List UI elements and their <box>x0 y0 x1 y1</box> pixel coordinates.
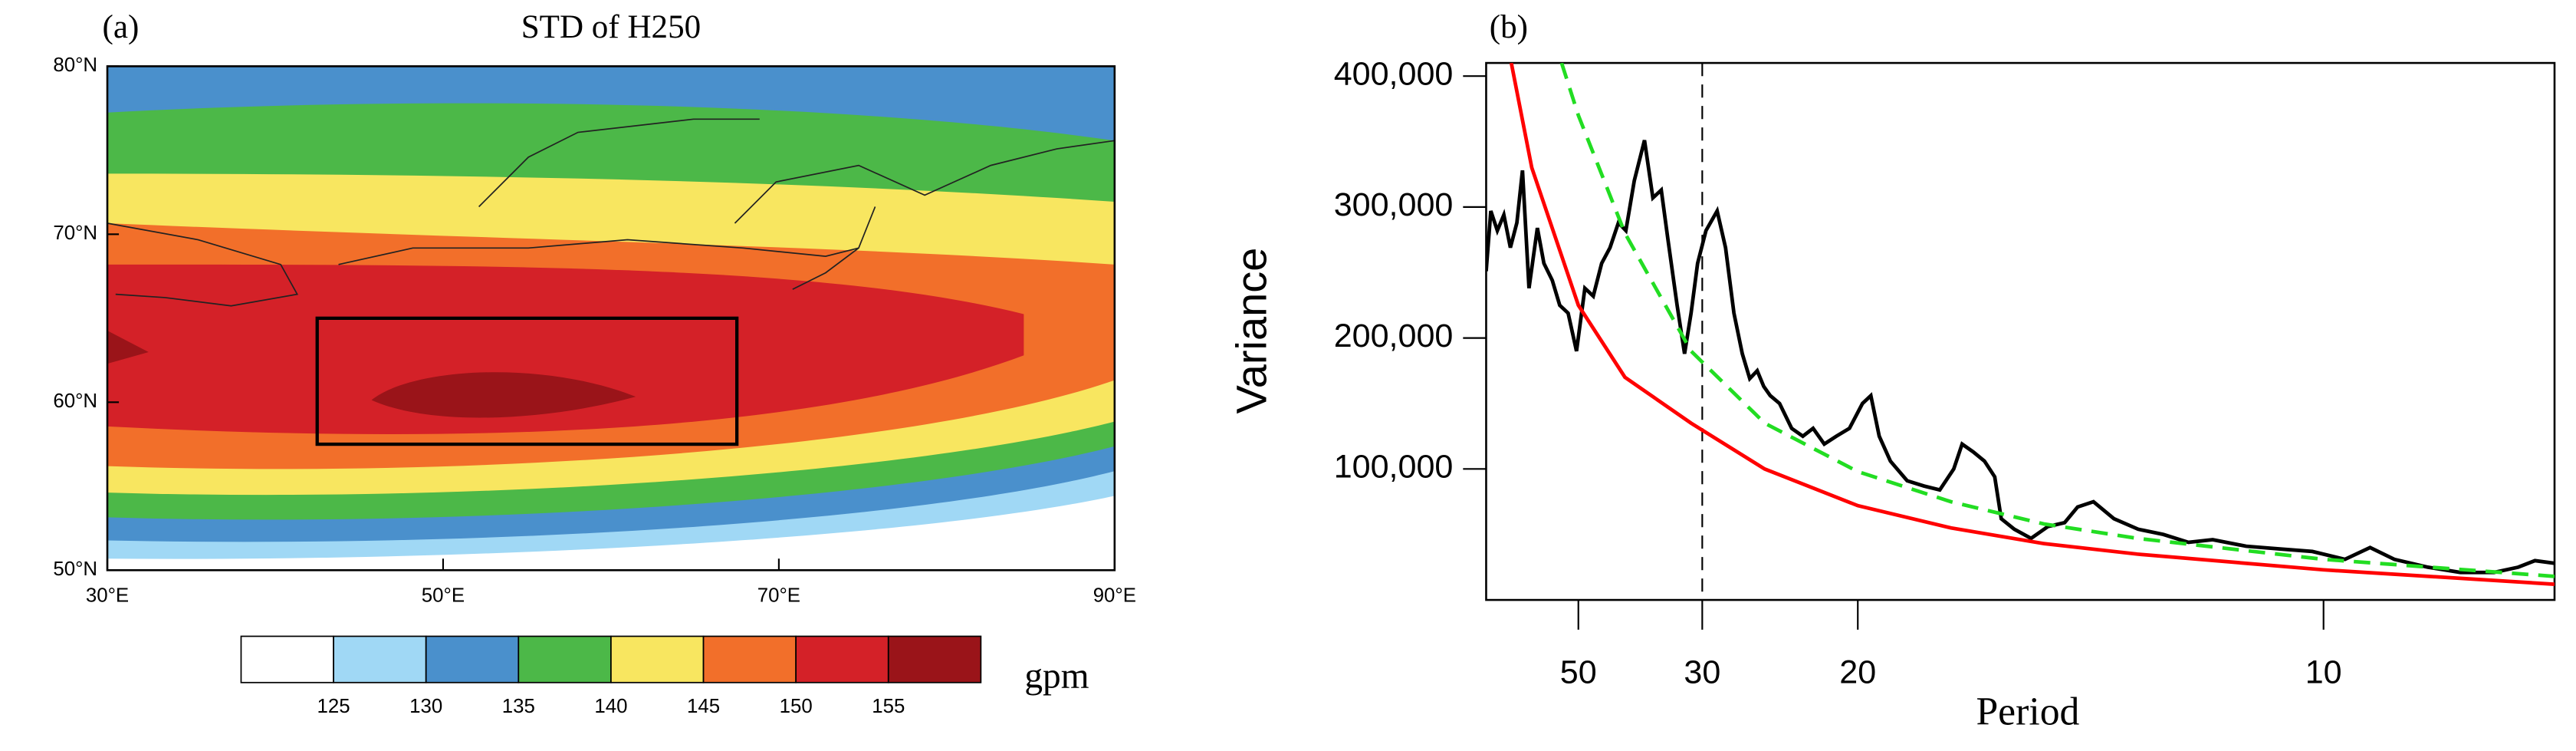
y-axis-label: Variance <box>1227 248 1276 414</box>
colorbar-units: gpm <box>1024 656 1089 696</box>
y-tick-label: 400,000 <box>1334 56 1454 93</box>
colorbar-cell <box>425 635 520 683</box>
series-line <box>1559 63 2555 578</box>
x-tick-label: 70°E <box>757 585 800 607</box>
colorbar-cell <box>887 635 982 683</box>
colorbar-cell <box>240 635 334 683</box>
x-tick-label: 10 <box>2305 654 2342 690</box>
colorbar-label: 155 <box>872 696 905 717</box>
x-tick-label: 50°E <box>422 585 465 607</box>
x-axis-label: Period <box>1976 690 2079 734</box>
colorbar-label: 130 <box>409 696 442 717</box>
plot-lines <box>1486 63 2555 601</box>
colorbar-cell <box>702 635 797 683</box>
contour-field <box>107 66 1115 571</box>
x-tick-label: 30°E <box>86 585 129 607</box>
panel-label: (a) <box>103 9 140 45</box>
x-tick-label: 20 <box>1839 654 1876 690</box>
map-frame <box>106 65 1116 571</box>
colorbar-label: 135 <box>502 696 535 717</box>
plot-frame <box>1485 61 2556 601</box>
y-tick-label: 80°N <box>53 54 97 76</box>
map-title: STD of H250 <box>521 9 701 45</box>
y-tick-label: 200,000 <box>1334 318 1454 354</box>
colorbar-label: 150 <box>780 696 813 717</box>
x-tick-label: 50 <box>1560 654 1597 690</box>
coastline <box>107 118 1115 307</box>
colorbar-label: 145 <box>687 696 720 717</box>
series-line <box>1509 63 2555 586</box>
colorbar-label: 125 <box>317 696 350 717</box>
panel-label: (b) <box>1490 9 1528 45</box>
contour-band <box>107 331 636 418</box>
colorbar-cell <box>795 635 889 683</box>
y-tick-label: 60°N <box>53 390 97 412</box>
y-tick-label: 300,000 <box>1334 186 1454 223</box>
colorbar-cell <box>518 635 612 683</box>
series-line <box>1486 140 2555 575</box>
y-tick-label: 70°N <box>53 222 97 244</box>
y-tick-label: 50°N <box>53 558 97 580</box>
region-box <box>315 316 739 446</box>
colorbar-cell <box>333 635 427 683</box>
colorbar-cell <box>610 635 705 683</box>
y-tick-label: 100,000 <box>1334 449 1454 486</box>
x-tick-label: 30 <box>1684 654 1720 690</box>
x-tick-label: 90°E <box>1093 585 1136 607</box>
contour-band <box>107 264 1024 434</box>
colorbar-label: 140 <box>594 696 627 717</box>
